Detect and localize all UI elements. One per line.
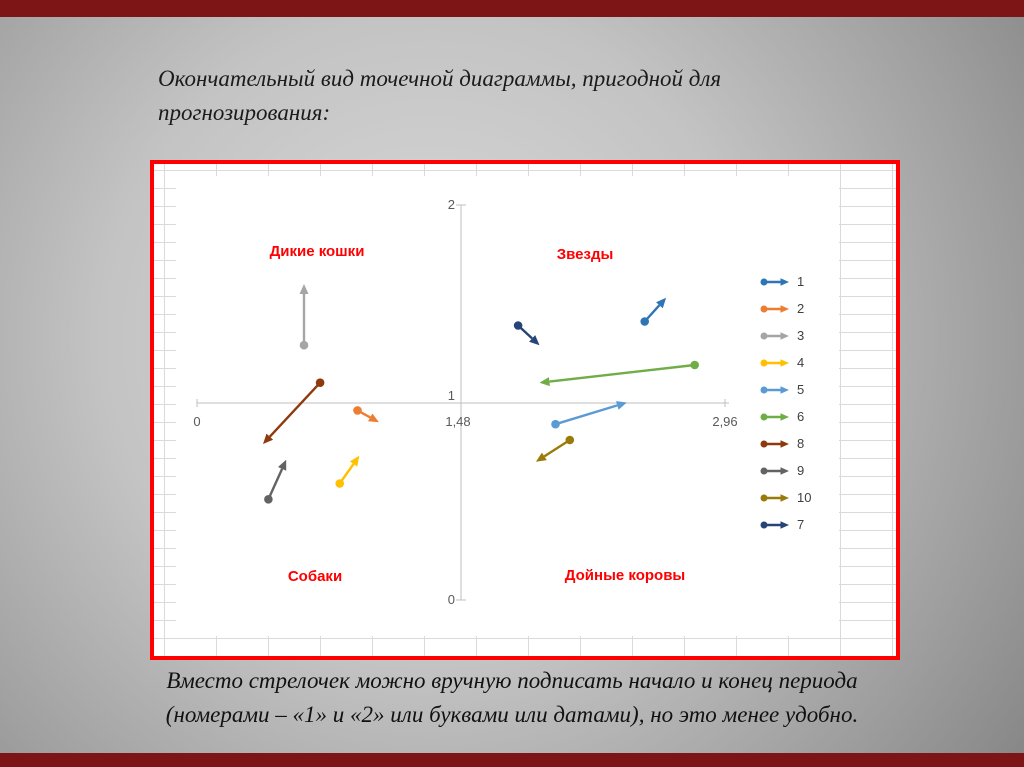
legend-label: 7	[797, 517, 805, 532]
legend-item-3: 3	[760, 322, 811, 349]
legend-label: 1	[797, 274, 805, 289]
series-arrow-6	[539, 360, 699, 387]
x-tick-296: 2,96	[712, 414, 737, 429]
bcg-scatter-chart: 2 1 0 0 1,48 2,96 Дикие кошки Звезды Соб…	[176, 176, 839, 636]
legend-item-5: 5	[760, 376, 811, 403]
legend-item-8: 8	[760, 430, 811, 457]
y-tick-1: 1	[448, 388, 455, 403]
legend-item-2: 2	[760, 295, 811, 322]
legend-label: 10	[797, 490, 812, 505]
quadrant-label-stars: Звезды	[557, 246, 614, 263]
x-tick-0: 0	[193, 414, 200, 429]
legend-arrow-icon	[760, 466, 789, 475]
legend-item-9: 9	[760, 457, 811, 484]
legend-label: 6	[797, 409, 805, 424]
legend-arrow-icon	[760, 493, 789, 502]
slide-footer-line2: (номерами – «1» и «2» или буквами или да…	[165, 702, 859, 727]
legend-arrow-icon	[760, 385, 789, 394]
slide-footer: Вместо стрелочек можно вручную подписать…	[0, 664, 1024, 732]
quadrant-label-wild-cats: Дикие кошки	[270, 243, 365, 260]
series-arrow-1	[640, 297, 667, 326]
series-arrow-2	[353, 406, 379, 423]
series-arrow-3	[299, 284, 309, 350]
legend-item-7: 7	[760, 511, 811, 538]
legend-arrow-icon	[760, 277, 789, 286]
slide-footer-line1: Вместо стрелочек можно вручную подписать…	[166, 668, 858, 693]
y-tick-2: 2	[448, 197, 455, 212]
chart-frame: 2 1 0 0 1,48 2,96 Дикие кошки Звезды Соб…	[150, 160, 900, 660]
series-arrow-10	[535, 435, 575, 462]
x-tick-148: 1,48	[445, 414, 470, 429]
legend-arrow-icon	[760, 358, 789, 367]
legend-item-6: 6	[760, 403, 811, 430]
legend-arrow-icon	[760, 331, 789, 340]
slide-title: Окончательный вид точечной диаграммы, пр…	[158, 62, 918, 130]
series-arrow-7	[513, 321, 540, 346]
series-arrow-4	[335, 455, 360, 488]
legend-arrow-icon	[760, 439, 789, 448]
y-tick-0: 0	[448, 592, 455, 607]
legend-label: 9	[797, 463, 805, 478]
legend-label: 4	[797, 355, 805, 370]
legend-arrow-icon	[760, 412, 789, 421]
plot-area: 2 1 0 0 1,48 2,96 Дикие кошки Звезды Соб…	[193, 197, 737, 607]
legend-label: 8	[797, 436, 805, 451]
slide-title-line1: Окончательный вид точечной диаграммы, пр…	[158, 66, 722, 91]
quadrant-label-dogs: Собаки	[288, 568, 342, 585]
legend-label: 2	[797, 301, 805, 316]
legend-item-10: 10	[760, 484, 811, 511]
legend-arrow-icon	[760, 304, 789, 313]
bottom-accent-bar	[0, 753, 1024, 767]
series-arrow-9	[264, 459, 287, 504]
legend-label: 3	[797, 328, 805, 343]
legend-label: 5	[797, 382, 805, 397]
series-arrow-8	[263, 378, 325, 444]
legend-item-1: 1	[760, 268, 811, 295]
legend-item-4: 4	[760, 349, 811, 376]
series-arrows	[263, 284, 699, 504]
series-arrow-5	[551, 401, 627, 429]
top-accent-bar	[0, 0, 1024, 17]
legend-arrow-icon	[760, 520, 789, 529]
chart-legend: 1 2 3 4 5 6 8 9 10 7	[760, 268, 811, 538]
quadrant-label-cash-cows: Дойные коровы	[565, 567, 685, 584]
slide-title-line2: прогнозирования:	[158, 100, 331, 125]
